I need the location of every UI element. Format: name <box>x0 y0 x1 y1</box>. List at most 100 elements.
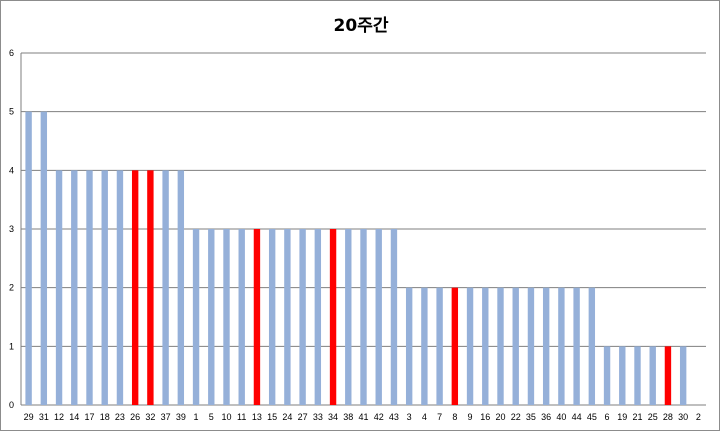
x-tick-label: 45 <box>587 412 597 422</box>
bar-44 <box>573 287 580 405</box>
x-tick-label: 38 <box>343 412 353 422</box>
x-tick-label: 6 <box>605 412 610 422</box>
x-tick-label: 8 <box>452 412 457 422</box>
bar-22 <box>512 287 519 405</box>
bar-43 <box>390 229 398 405</box>
bar-26 <box>131 170 139 405</box>
x-tick-label: 32 <box>145 412 155 422</box>
bar-8 <box>451 287 459 405</box>
bar-20 <box>497 287 504 405</box>
bar-31 <box>40 111 48 406</box>
x-tick-label: 4 <box>422 412 427 422</box>
x-tick-label: 14 <box>69 412 79 422</box>
y-axis-ticks: 0 1 2 3 4 5 6 <box>9 48 14 410</box>
bar-18 <box>101 170 108 405</box>
bar-39 <box>177 170 185 405</box>
y-tick-label: 0 <box>9 400 14 410</box>
x-tick-label: 12 <box>54 412 64 422</box>
x-tick-label: 18 <box>100 412 110 422</box>
y-tick-label: 2 <box>9 283 14 293</box>
x-tick-label: 28 <box>663 412 673 422</box>
x-tick-label: 5 <box>209 412 214 422</box>
x-tick-label: 17 <box>84 412 94 422</box>
x-tick-label: 11 <box>237 412 246 422</box>
y-tick-label: 4 <box>9 165 14 175</box>
x-tick-label: 37 <box>161 412 171 422</box>
x-tick-label: 30 <box>678 412 688 422</box>
bar-12 <box>55 170 63 405</box>
y-tick-label: 1 <box>9 341 14 351</box>
bar-3 <box>405 287 413 405</box>
x-tick-label: 13 <box>252 412 262 422</box>
bar-40 <box>558 287 565 405</box>
bar-33 <box>314 229 322 405</box>
x-tick-label: 34 <box>328 412 338 422</box>
x-tick-label: 42 <box>374 412 384 422</box>
x-tick-label: 31 <box>39 412 49 422</box>
x-tick-label: 23 <box>115 412 125 422</box>
bar-41 <box>360 229 367 405</box>
x-tick-label: 2 <box>696 412 701 422</box>
x-tick-label: 22 <box>511 412 521 422</box>
bar-34 <box>329 229 337 405</box>
x-tick-label: 20 <box>495 412 505 422</box>
bar-29 <box>25 111 32 406</box>
x-tick-label: 27 <box>298 412 308 422</box>
x-tick-label: 35 <box>526 412 536 422</box>
bar-11 <box>238 229 245 405</box>
bar-25 <box>649 346 656 405</box>
bar-37 <box>162 170 169 405</box>
bar-30 <box>679 346 687 405</box>
x-tick-label: 43 <box>389 412 399 422</box>
bars <box>25 111 687 406</box>
x-tick-label: 10 <box>221 412 231 422</box>
x-tick-label: 24 <box>282 412 292 422</box>
x-tick-label: 41 <box>358 412 368 422</box>
x-tick-label: 26 <box>130 412 140 422</box>
x-tick-label: 21 <box>632 412 642 422</box>
bar-1 <box>192 229 200 405</box>
bar-16 <box>482 287 489 405</box>
x-tick-label: 40 <box>556 412 566 422</box>
bar-23 <box>116 170 124 405</box>
bar-38 <box>345 229 352 405</box>
y-tick-label: 6 <box>9 48 14 58</box>
bar-28 <box>664 346 672 405</box>
x-tick-label: 9 <box>468 412 473 422</box>
bar-24 <box>284 229 291 405</box>
x-tick-label: 44 <box>572 412 582 422</box>
x-tick-label: 19 <box>617 412 627 422</box>
bar-21 <box>634 346 641 405</box>
x-tick-label: 33 <box>313 412 323 422</box>
bar-32 <box>147 170 154 405</box>
bar-5 <box>208 229 215 405</box>
x-tick-label: 1 <box>194 412 199 422</box>
x-tick-label: 39 <box>176 412 186 422</box>
bar-9 <box>466 287 474 405</box>
x-tick-label: 3 <box>407 412 412 422</box>
bar-6 <box>603 346 611 405</box>
x-tick-label: 29 <box>24 412 34 422</box>
y-tick-label: 3 <box>9 224 14 234</box>
x-tick-label: 36 <box>541 412 551 422</box>
bar-10 <box>223 229 230 405</box>
bar-36 <box>542 287 550 405</box>
bar-13 <box>253 229 261 405</box>
x-tick-label: 7 <box>437 412 442 422</box>
bar-45 <box>588 287 596 405</box>
bar-27 <box>299 229 306 405</box>
bar-14 <box>71 170 78 405</box>
bar-19 <box>619 346 626 405</box>
x-tick-label: 25 <box>648 412 658 422</box>
bar-15 <box>268 229 276 405</box>
bar-42 <box>375 229 382 405</box>
bar-17 <box>86 170 93 405</box>
chart-title: 20주간 <box>334 16 389 36</box>
x-tick-label: 15 <box>267 412 277 422</box>
y-tick-label: 5 <box>9 107 14 117</box>
x-axis-ticks: 29 31 12 14 17 18 23 26 32 37 39 1 5 10 11 13 15 24 27 33 34… <box>24 412 701 422</box>
bar-35 <box>527 287 535 405</box>
bar-4 <box>421 287 428 405</box>
